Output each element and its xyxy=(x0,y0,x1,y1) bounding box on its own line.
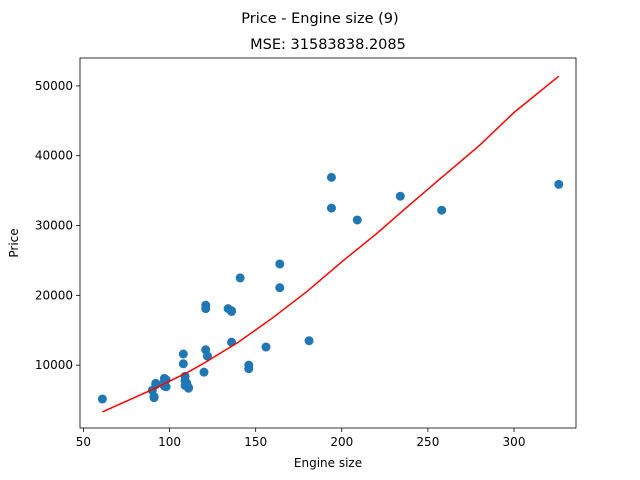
plot-frame xyxy=(79,57,577,429)
data-point xyxy=(275,259,285,269)
data-point xyxy=(554,179,564,189)
fit-line xyxy=(102,75,560,413)
y-tick-label: 30000 xyxy=(35,219,73,233)
data-point xyxy=(326,172,336,182)
x-tick-label: 300 xyxy=(503,435,526,449)
data-point xyxy=(261,342,271,352)
data-point xyxy=(202,351,212,361)
chart-subtitle: MSE: 31583838.2085 xyxy=(250,37,406,53)
data-point xyxy=(151,378,161,388)
data-point xyxy=(437,205,447,215)
y-tick-label: 50000 xyxy=(35,79,73,93)
data-point xyxy=(352,215,362,225)
data-point xyxy=(275,283,285,293)
data-point xyxy=(178,359,188,369)
data-point xyxy=(227,306,237,316)
data-point xyxy=(178,349,188,359)
data-point xyxy=(201,304,211,314)
plot-area: 50 100 150 200 250 300 10000 20000 30000 40000 500… xyxy=(35,75,564,449)
data-point xyxy=(395,191,405,201)
x-tick-label: 150 xyxy=(244,435,267,449)
data-point xyxy=(244,364,254,374)
y-tick-label: 10000 xyxy=(35,358,73,372)
data-point xyxy=(149,393,159,403)
data-point xyxy=(304,336,314,346)
chart-title: Price - Engine size (9) xyxy=(241,11,398,27)
x-axis-label: Engine size xyxy=(294,456,362,470)
x-tick-label: 250 xyxy=(416,435,439,449)
y-tick-label: 40000 xyxy=(35,149,73,163)
x-tick-label: 200 xyxy=(330,435,353,449)
y-axis-label: Price xyxy=(7,228,21,257)
y-tick-label: 20000 xyxy=(35,288,73,302)
data-point xyxy=(235,273,245,283)
x-tick-label: 100 xyxy=(158,435,181,449)
data-point xyxy=(227,337,237,347)
data-point xyxy=(326,203,336,213)
data-point xyxy=(199,367,209,377)
x-tick-label: 50 xyxy=(76,435,91,449)
data-point xyxy=(184,383,193,393)
data-point xyxy=(97,394,107,404)
